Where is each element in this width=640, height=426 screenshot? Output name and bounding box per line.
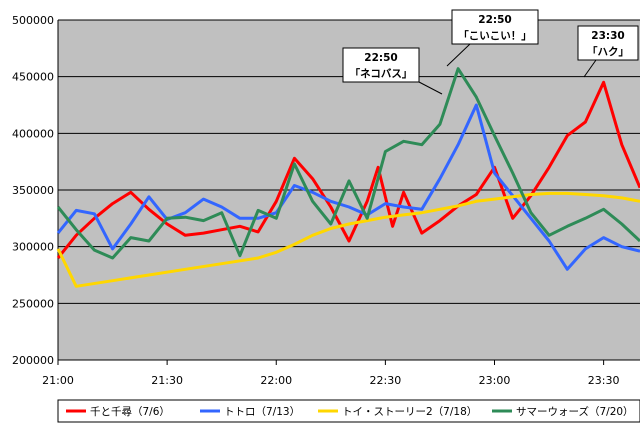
legend-label-toystory: トイ・ストーリー2（7/18） xyxy=(342,406,477,418)
x-tick-label: 23:30 xyxy=(588,374,620,387)
x-tick-label: 23:00 xyxy=(479,374,511,387)
series-line-3 xyxy=(56,67,640,260)
annotation-box xyxy=(577,25,639,61)
annotation-pointer xyxy=(583,59,597,78)
y-tick-label: 450000 xyxy=(12,71,54,84)
annotation-label: 「ハク」 xyxy=(587,45,629,58)
annotation-pointer xyxy=(446,43,471,67)
annotation-label: 「ネコバス」 xyxy=(350,67,413,80)
x-tick-label: 22:30 xyxy=(370,374,402,387)
annotation-haku: 23:30 「ハク」 xyxy=(577,25,639,78)
series-lines xyxy=(56,67,640,288)
y-tick-label: 300000 xyxy=(12,241,54,254)
legend-box xyxy=(57,399,640,423)
x-axis-ticks: 21:00 21:30 22:00 22:30 23:00 23:30 xyxy=(42,360,619,387)
annotation-time: 23:30 xyxy=(591,30,624,42)
x-tick-label: 21:00 xyxy=(42,374,74,387)
legend-label-sen: 千と千尋（7/6） xyxy=(90,406,170,418)
annotation-time: 22:50 xyxy=(364,52,397,64)
y-tick-label: 350000 xyxy=(12,184,54,197)
y-tick-label: 500000 xyxy=(12,14,54,27)
series-line-1 xyxy=(56,103,640,271)
annotation-nekobus: 22:50 「ネコバス」 xyxy=(342,47,443,95)
legend: 千と千尋（7/6） トトロ（7/13） トイ・ストーリー2（7/18） サマーウ… xyxy=(57,399,640,423)
annotation-time: 22:50 xyxy=(478,14,511,26)
series-line-2 xyxy=(56,191,640,288)
x-tick-label: 21:30 xyxy=(151,374,183,387)
y-tick-label: 250000 xyxy=(12,297,54,310)
legend-label-summerwars: サマーウォーズ（7/20） xyxy=(516,405,634,418)
y-tick-label: 200000 xyxy=(12,354,54,367)
annotation-box xyxy=(342,47,420,83)
y-tick-label: 400000 xyxy=(12,127,54,140)
annotation-box xyxy=(451,9,539,45)
x-tick-label: 22:00 xyxy=(260,374,292,387)
annotation-koikoi: 22:50 「こいこい！」 xyxy=(446,9,539,67)
legend-label-totoro: トトロ（7/13） xyxy=(224,406,300,418)
y-axis-ticks: 200000 250000 300000 350000 400000 450000 5000… xyxy=(12,14,54,367)
annotation-pointer xyxy=(418,81,443,95)
annotation-label: 「こいこい！」 xyxy=(458,29,532,42)
